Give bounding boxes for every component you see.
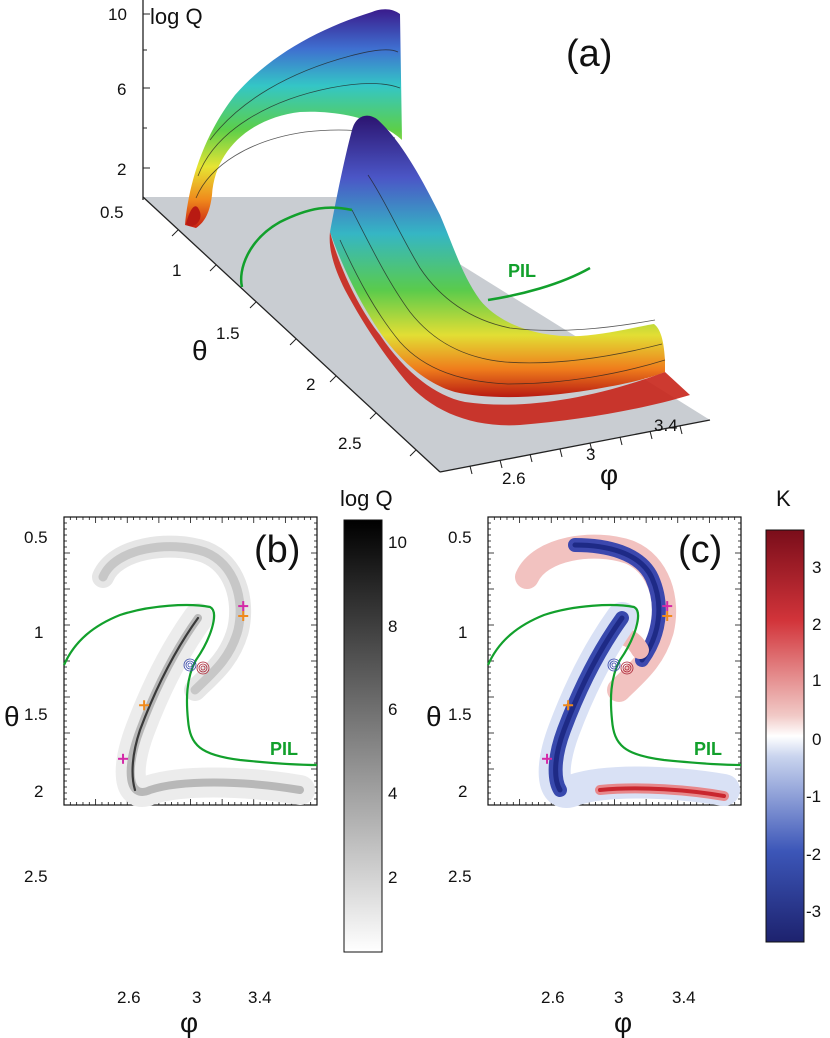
- markers-b: [118, 601, 249, 764]
- colorbar-tick-c: -3: [806, 902, 821, 921]
- panel-b: PIL (b) 0.5 1 1.5 2 2.5 θ 2.6 3 3.4 φ lo…: [4, 486, 407, 1038]
- colorbar-title-b: log Q: [340, 486, 393, 511]
- marker-magenta: [238, 601, 249, 612]
- theta-tick-label: 1: [172, 261, 181, 280]
- theta-axis-ticks: [171, 229, 417, 457]
- null-point-red: [196, 661, 210, 675]
- k-map: [515, 534, 740, 808]
- colorbar-tick-b: 6: [388, 700, 397, 719]
- z-ticks: [143, 13, 150, 169]
- marker-magenta: [542, 753, 553, 764]
- z-tick-label: 2: [117, 160, 126, 179]
- panel-a: PIL (a) log Q 10 6 2 0.5 1 1.5 2 2.5 θ 2…: [100, 0, 711, 490]
- x-tick-label-c: 3.4: [672, 988, 696, 1007]
- z-tick-label: 10: [108, 5, 127, 24]
- marker-orange: [662, 611, 673, 621]
- x-axis-title-c: φ: [614, 1007, 632, 1038]
- y-tick-label-b: 1: [34, 623, 43, 642]
- y-axis-title-b: θ: [4, 701, 20, 732]
- panel-b-label: (b): [254, 529, 300, 571]
- pil-label-b: PIL: [270, 739, 298, 759]
- colorbar-logq: [343, 519, 383, 953]
- theta-axis-title: θ: [192, 335, 208, 366]
- surface-front-band: [330, 115, 665, 398]
- phi-axis-line: [439, 419, 711, 473]
- theta-tick-label: 1.5: [216, 324, 240, 343]
- y-tick-label-c: 1: [458, 623, 467, 642]
- colorbar-tick-b: 2: [388, 868, 397, 887]
- pil-curve-3d: [239, 206, 591, 302]
- colorbar-tick-c: 1: [812, 671, 821, 690]
- null-point-red: [620, 661, 634, 675]
- null-point-blue: [183, 658, 197, 672]
- surface-contours-front: [339, 174, 666, 385]
- surface-back-arch: [185, 9, 402, 228]
- theta-tick-label: 2.5: [338, 434, 362, 453]
- colorbar-tick-b: 8: [388, 617, 397, 636]
- markers-c: [542, 601, 673, 764]
- phi-tick-label: 3.4: [654, 416, 678, 435]
- theta-tick-label: 0.5: [100, 203, 124, 222]
- y-tick-label-c: 2.5: [448, 867, 472, 886]
- marker-orange: [238, 611, 249, 621]
- y-tick-label-b: 0.5: [24, 528, 48, 547]
- y-tick-label-c: 0.5: [448, 528, 472, 547]
- colorbar-tick-b: 10: [388, 533, 407, 552]
- x-tick-label-c: 2.6: [541, 988, 565, 1007]
- pil-label-a: PIL: [508, 261, 536, 281]
- y-tick-label-b: 2: [34, 782, 43, 801]
- phi-tick-label: 3: [586, 445, 595, 464]
- colorbar-tick-c: 2: [812, 615, 821, 634]
- surface-back-arch-edge: [186, 206, 201, 227]
- phi-axis-ticks: [469, 425, 683, 475]
- panel-c-label: (c): [678, 529, 722, 571]
- colorbar-tick-c: 0: [812, 730, 821, 749]
- marker-orange: [563, 700, 574, 711]
- marker-magenta: [118, 753, 129, 764]
- colorbar-tick-b: 4: [388, 784, 397, 803]
- pil-label-c: PIL: [694, 739, 722, 759]
- colorbar-tick-c: -2: [806, 845, 821, 864]
- y-tick-label-c: 1.5: [448, 705, 472, 724]
- y-tick-label-b: 2.5: [24, 867, 48, 886]
- x-tick-label-b: 2.6: [117, 988, 141, 1007]
- theta-axis-line: [142, 196, 441, 473]
- marker-orange: [139, 700, 150, 711]
- x-tick-label-b: 3: [192, 988, 201, 1007]
- phi-axis-title: φ: [600, 459, 618, 490]
- pil-curve-b: [62, 603, 318, 767]
- z-tick-label: 6: [117, 80, 126, 99]
- z-axis-title: log Q: [150, 4, 203, 29]
- x-tick-label-b: 3.4: [248, 988, 272, 1007]
- colorbar-tick-c: -1: [806, 787, 821, 806]
- frame-ticks-c: [487, 516, 742, 806]
- x-axis-title-b: φ: [180, 1007, 198, 1038]
- colorbar-title-c: K: [776, 486, 791, 511]
- colorbar-k: [765, 529, 805, 943]
- null-point-blue: [607, 658, 621, 672]
- y-axis-title-c: θ: [426, 701, 442, 732]
- logq-map: [92, 535, 315, 807]
- y-tick-label-c: 2: [458, 782, 467, 801]
- x-tick-label-c: 3: [614, 988, 623, 1007]
- frame-ticks-b: [63, 516, 318, 806]
- colorbar-tick-c: 3: [812, 558, 821, 577]
- marker-magenta: [662, 601, 673, 612]
- panel-c: PIL (c) 0.5 1 1.5 2 2.5 θ 2.6 3 3.4 φ K …: [426, 486, 821, 1038]
- theta-tick-label: 2: [306, 375, 315, 394]
- panel-a-label: (a): [566, 33, 612, 75]
- pil-curve-c: [486, 603, 742, 767]
- y-tick-label-b: 1.5: [24, 705, 48, 724]
- phi-tick-label: 2.6: [502, 469, 526, 488]
